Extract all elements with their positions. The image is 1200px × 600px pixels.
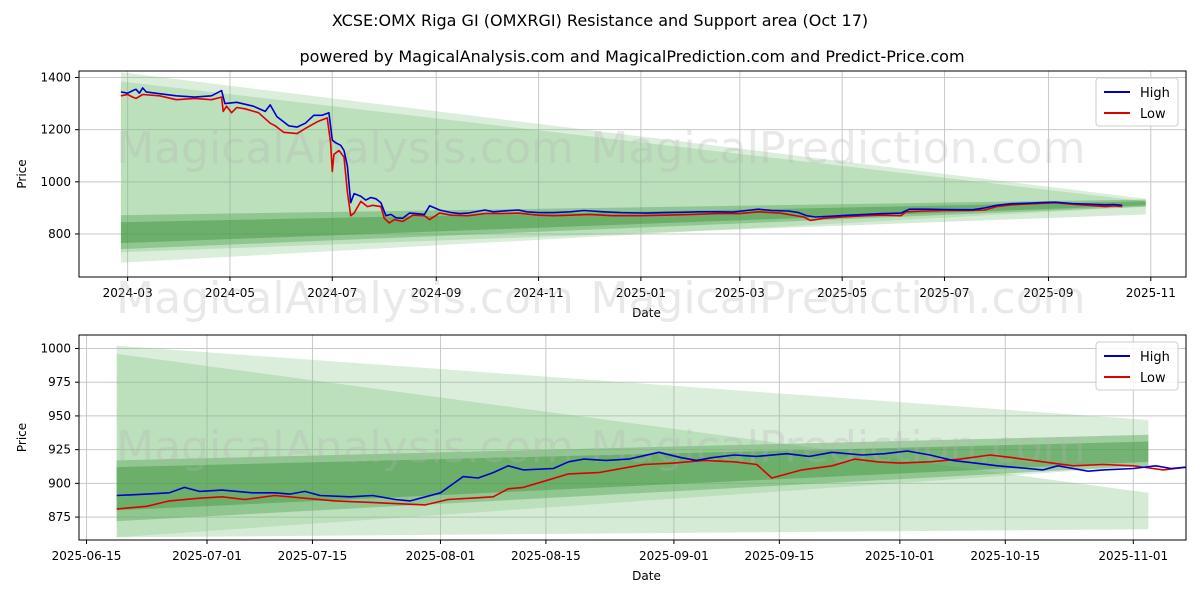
x-tick-label: 2025-05 bbox=[817, 286, 867, 300]
x-tick-label: 2025-09-01 bbox=[639, 549, 709, 563]
x-tick-label: 2025-01 bbox=[616, 286, 666, 300]
x-tick-label: 2025-09-15 bbox=[744, 549, 814, 563]
watermark-text: MagicalAnalysis.com bbox=[116, 273, 574, 324]
x-tick-label: 2024-09 bbox=[411, 286, 461, 300]
y-tick-label: 925 bbox=[48, 443, 71, 457]
x-tick-label: 2025-09 bbox=[1023, 286, 1073, 300]
x-tick-label: 2025-11-01 bbox=[1098, 549, 1168, 563]
legend: High Low bbox=[1095, 77, 1179, 127]
x-tick-label: 2024-03 bbox=[103, 286, 153, 300]
x-tick-label: 2025-11 bbox=[1126, 286, 1176, 300]
y-tick-label: 950 bbox=[48, 409, 71, 423]
legend-label-low: Low bbox=[1140, 371, 1166, 386]
chart-subtitle: powered by MagicalAnalysis.com and Magic… bbox=[299, 47, 964, 66]
x-tick-label: 2025-08-15 bbox=[511, 549, 581, 563]
x-axis-label: Date bbox=[632, 306, 661, 320]
x-tick-label: 2025-03 bbox=[715, 286, 765, 300]
band-polygon bbox=[120, 199, 1146, 250]
legend-label-low: Low bbox=[1140, 107, 1166, 122]
series-line-low bbox=[116, 454, 1186, 510]
series-line-low bbox=[120, 93, 1123, 224]
y-tick-label: 900 bbox=[48, 476, 71, 490]
x-tick-label: 2025-08-01 bbox=[406, 549, 476, 563]
y-tick-label: 975 bbox=[48, 375, 71, 389]
x-axis-label: Date bbox=[632, 569, 661, 583]
support-resistance-area bbox=[116, 345, 1149, 538]
watermark-text: MagicalPrediction.com bbox=[591, 273, 1086, 324]
bottom-panel: MagicalAnalysis.com MagicalPrediction.com… bbox=[15, 334, 1187, 583]
x-tick-label: 2025-10-15 bbox=[970, 549, 1040, 563]
y-tick-label: 1000 bbox=[40, 341, 71, 355]
band-polygon bbox=[116, 353, 1149, 538]
legend-label-high: High bbox=[1140, 86, 1170, 101]
y-tick-label: 1400 bbox=[40, 71, 71, 85]
band-polygon bbox=[116, 345, 1149, 538]
x-tick-label: 2025-06-15 bbox=[52, 549, 122, 563]
series-line-high bbox=[116, 450, 1186, 502]
x-tick-label: 2024-05 bbox=[205, 286, 255, 300]
band-polygon bbox=[116, 441, 1149, 511]
x-tick-label: 2025-07-01 bbox=[172, 549, 242, 563]
x-tick-label: 2025-07 bbox=[919, 286, 969, 300]
x-tick-label: 2025-10-01 bbox=[865, 549, 935, 563]
plot-frame bbox=[78, 70, 1187, 278]
y-tick-label: 1200 bbox=[40, 123, 71, 137]
x-tick-label: 2025-07-15 bbox=[278, 549, 348, 563]
top-panel: MagicalAnalysis.com MagicalPrediction.com… bbox=[15, 70, 1187, 324]
y-axis-label: Price bbox=[15, 159, 29, 188]
band-polygon bbox=[120, 201, 1146, 244]
y-tick-label: 1000 bbox=[40, 175, 71, 189]
band-polygon bbox=[120, 81, 1146, 253]
series-line-high bbox=[120, 87, 1123, 220]
legend-label-high: High bbox=[1140, 350, 1170, 365]
chart-title: XCSE:OMX Riga GI (OMXRGI) Resistance and… bbox=[332, 11, 868, 30]
plot-frame bbox=[78, 334, 1187, 541]
x-tick-label: 2024-11 bbox=[514, 286, 564, 300]
y-axis-label: Price bbox=[15, 423, 29, 452]
x-tick-label: 2024-07 bbox=[307, 286, 357, 300]
watermark-text: MagicalPrediction.com bbox=[591, 422, 1086, 473]
y-tick-label: 800 bbox=[48, 227, 71, 241]
watermark-text: MagicalPrediction.com bbox=[591, 123, 1086, 174]
band-polygon bbox=[116, 434, 1149, 522]
watermark-text: MagicalAnalysis.com bbox=[116, 422, 574, 473]
y-tick-label: 875 bbox=[48, 510, 71, 524]
legend: High Low bbox=[1095, 341, 1179, 391]
